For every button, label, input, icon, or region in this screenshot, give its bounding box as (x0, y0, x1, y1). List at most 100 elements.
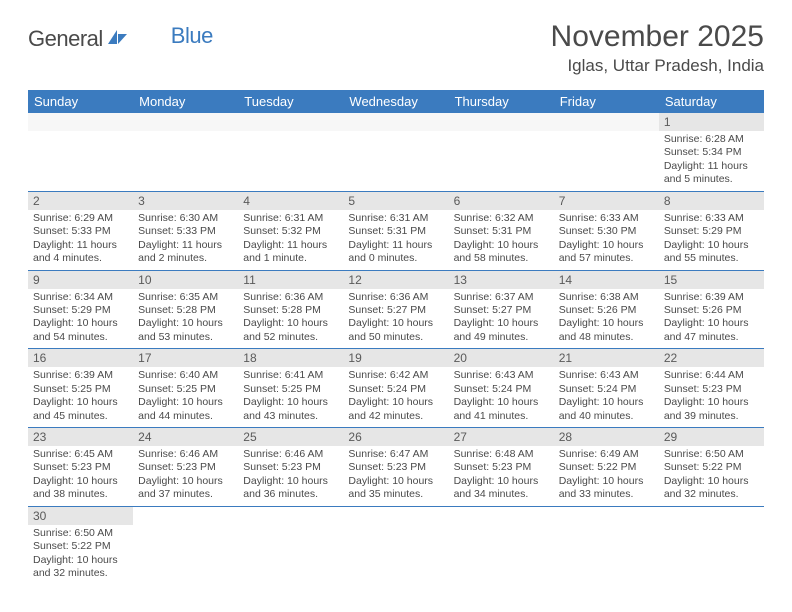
calendar-day-cell: 20 Sunrise: 6:43 AMSunset: 5:24 PMDayligh… (449, 349, 554, 428)
day-info: Sunrise: 6:44 AMSunset: 5:23 PMDaylight:… (659, 367, 764, 427)
daylight-text: Daylight: 10 hours and 55 minutes. (664, 239, 759, 266)
day-info: Sunrise: 6:42 AMSunset: 5:24 PMDaylight:… (343, 367, 448, 427)
logo-text-general: General (28, 26, 103, 52)
day-number-empty (343, 113, 448, 131)
daylight-text: Daylight: 10 hours and 43 minutes. (243, 396, 338, 423)
day-number: 24 (133, 428, 238, 446)
day-number-empty (28, 113, 133, 131)
calendar-week-row: 1Sunrise: 6:28 AMSunset: 5:34 PMDaylight… (28, 113, 764, 191)
day-number: 3 (133, 192, 238, 210)
calendar-day-cell: 23Sunrise: 6:45 AMSunset: 5:23 PMDayligh… (28, 428, 133, 507)
daylight-text: Daylight: 10 hours and 32 minutes. (664, 475, 759, 502)
daylight-text: Daylight: 11 hours and 4 minutes. (33, 239, 128, 266)
calendar-day-cell: 17Sunrise: 6:40 AMSunset: 5:25 PMDayligh… (133, 349, 238, 428)
calendar-day-cell: 11Sunrise: 6:36 AMSunset: 5:28 PMDayligh… (238, 270, 343, 349)
calendar-day-cell: 2Sunrise: 6:29 AMSunset: 5:33 PMDaylight… (28, 191, 133, 270)
calendar-day-cell: 21Sunrise: 6:43 AMSunset: 5:24 PMDayligh… (554, 349, 659, 428)
sunset-text: Sunset: 5:30 PM (559, 225, 654, 238)
day-info: Sunrise: 6:33 AMSunset: 5:29 PMDaylight:… (659, 210, 764, 270)
day-info: Sunrise: 6:39 AMSunset: 5:26 PMDaylight:… (659, 289, 764, 349)
sunset-text: Sunset: 5:32 PM (243, 225, 338, 238)
day-header: Tuesday (238, 90, 343, 113)
sunset-text: Sunset: 5:22 PM (664, 461, 759, 474)
sunset-text: Sunset: 5:25 PM (243, 383, 338, 396)
sunset-text: Sunset: 5:23 PM (348, 461, 443, 474)
sunrise-text: Sunrise: 6:50 AM (664, 448, 759, 461)
day-number: 2 (28, 192, 133, 210)
daylight-text: Daylight: 10 hours and 35 minutes. (348, 475, 443, 502)
day-info: Sunrise: 6:43 AMSunset: 5:24 PMDaylight:… (554, 367, 659, 427)
sunrise-text: Sunrise: 6:41 AM (243, 369, 338, 382)
daylight-text: Daylight: 10 hours and 53 minutes. (138, 317, 233, 344)
day-number: 20 (449, 349, 554, 367)
day-info: Sunrise: 6:37 AMSunset: 5:27 PMDaylight:… (449, 289, 554, 349)
calendar-day-cell: 24Sunrise: 6:46 AMSunset: 5:23 PMDayligh… (133, 428, 238, 507)
calendar-week-row: 23Sunrise: 6:45 AMSunset: 5:23 PMDayligh… (28, 428, 764, 507)
day-info: Sunrise: 6:45 AMSunset: 5:23 PMDaylight:… (28, 446, 133, 506)
day-info: Sunrise: 6:36 AMSunset: 5:28 PMDaylight:… (238, 289, 343, 349)
day-info: Sunrise: 6:46 AMSunset: 5:23 PMDaylight:… (133, 446, 238, 506)
title-block: November 2025 Iglas, Uttar Pradesh, Indi… (551, 20, 764, 76)
daylight-text: Daylight: 10 hours and 48 minutes. (559, 317, 654, 344)
sunrise-text: Sunrise: 6:38 AM (559, 291, 654, 304)
calendar-table: SundayMondayTuesdayWednesdayThursdayFrid… (28, 90, 764, 585)
calendar-page: General Blue November 2025 Iglas, Uttar … (0, 0, 792, 605)
page-subtitle: Iglas, Uttar Pradesh, India (551, 56, 764, 76)
day-info: Sunrise: 6:47 AMSunset: 5:23 PMDaylight:… (343, 446, 448, 506)
day-number: 26 (343, 428, 448, 446)
calendar-empty-cell (28, 113, 133, 191)
calendar-week-row: 2Sunrise: 6:29 AMSunset: 5:33 PMDaylight… (28, 191, 764, 270)
calendar-empty-cell (449, 506, 554, 584)
daylight-text: Daylight: 10 hours and 41 minutes. (454, 396, 549, 423)
sunrise-text: Sunrise: 6:46 AM (243, 448, 338, 461)
day-number-empty (238, 113, 343, 131)
sunrise-text: Sunrise: 6:39 AM (664, 291, 759, 304)
day-info: Sunrise: 6:49 AMSunset: 5:22 PMDaylight:… (554, 446, 659, 506)
daylight-text: Daylight: 11 hours and 0 minutes. (348, 239, 443, 266)
daylight-text: Daylight: 10 hours and 58 minutes. (454, 239, 549, 266)
day-info: Sunrise: 6:31 AMSunset: 5:31 PMDaylight:… (343, 210, 448, 270)
sunset-text: Sunset: 5:23 PM (33, 461, 128, 474)
day-info: Sunrise: 6:46 AMSunset: 5:23 PMDaylight:… (238, 446, 343, 506)
day-header: Wednesday (343, 90, 448, 113)
sunset-text: Sunset: 5:33 PM (33, 225, 128, 238)
daylight-text: Daylight: 11 hours and 2 minutes. (138, 239, 233, 266)
calendar-day-cell: 13Sunrise: 6:37 AMSunset: 5:27 PMDayligh… (449, 270, 554, 349)
day-number: 28 (554, 428, 659, 446)
sunset-text: Sunset: 5:29 PM (33, 304, 128, 317)
daylight-text: Daylight: 10 hours and 40 minutes. (559, 396, 654, 423)
calendar-empty-cell (449, 113, 554, 191)
calendar-day-cell: 1Sunrise: 6:28 AMSunset: 5:34 PMDaylight… (659, 113, 764, 191)
day-number: 14 (554, 271, 659, 289)
day-number: 16 (28, 349, 133, 367)
day-number-empty (449, 113, 554, 131)
daylight-text: Daylight: 10 hours and 50 minutes. (348, 317, 443, 344)
day-info: Sunrise: 6:48 AMSunset: 5:23 PMDaylight:… (449, 446, 554, 506)
day-info: Sunrise: 6:35 AMSunset: 5:28 PMDaylight:… (133, 289, 238, 349)
sunset-text: Sunset: 5:23 PM (138, 461, 233, 474)
day-of-week-row: SundayMondayTuesdayWednesdayThursdayFrid… (28, 90, 764, 113)
sunrise-text: Sunrise: 6:43 AM (454, 369, 549, 382)
sunrise-text: Sunrise: 6:45 AM (33, 448, 128, 461)
calendar-empty-cell (659, 506, 764, 584)
sunset-text: Sunset: 5:31 PM (454, 225, 549, 238)
calendar-day-cell: 28Sunrise: 6:49 AMSunset: 5:22 PMDayligh… (554, 428, 659, 507)
daylight-text: Daylight: 11 hours and 5 minutes. (664, 160, 759, 187)
day-number: 10 (133, 271, 238, 289)
calendar-empty-cell (238, 506, 343, 584)
sunrise-text: Sunrise: 6:31 AM (348, 212, 443, 225)
day-number: 11 (238, 271, 343, 289)
day-info: Sunrise: 6:50 AMSunset: 5:22 PMDaylight:… (659, 446, 764, 506)
day-number: 9 (28, 271, 133, 289)
day-info: Sunrise: 6:28 AMSunset: 5:34 PMDaylight:… (659, 131, 764, 191)
page-title: November 2025 (551, 20, 764, 54)
calendar-empty-cell (343, 113, 448, 191)
day-number: 30 (28, 507, 133, 525)
day-header: Friday (554, 90, 659, 113)
calendar-day-cell: 5Sunrise: 6:31 AMSunset: 5:31 PMDaylight… (343, 191, 448, 270)
sunset-text: Sunset: 5:24 PM (454, 383, 549, 396)
day-header: Monday (133, 90, 238, 113)
day-number: 13 (449, 271, 554, 289)
calendar-day-cell: 10Sunrise: 6:35 AMSunset: 5:28 PMDayligh… (133, 270, 238, 349)
sunrise-text: Sunrise: 6:35 AM (138, 291, 233, 304)
